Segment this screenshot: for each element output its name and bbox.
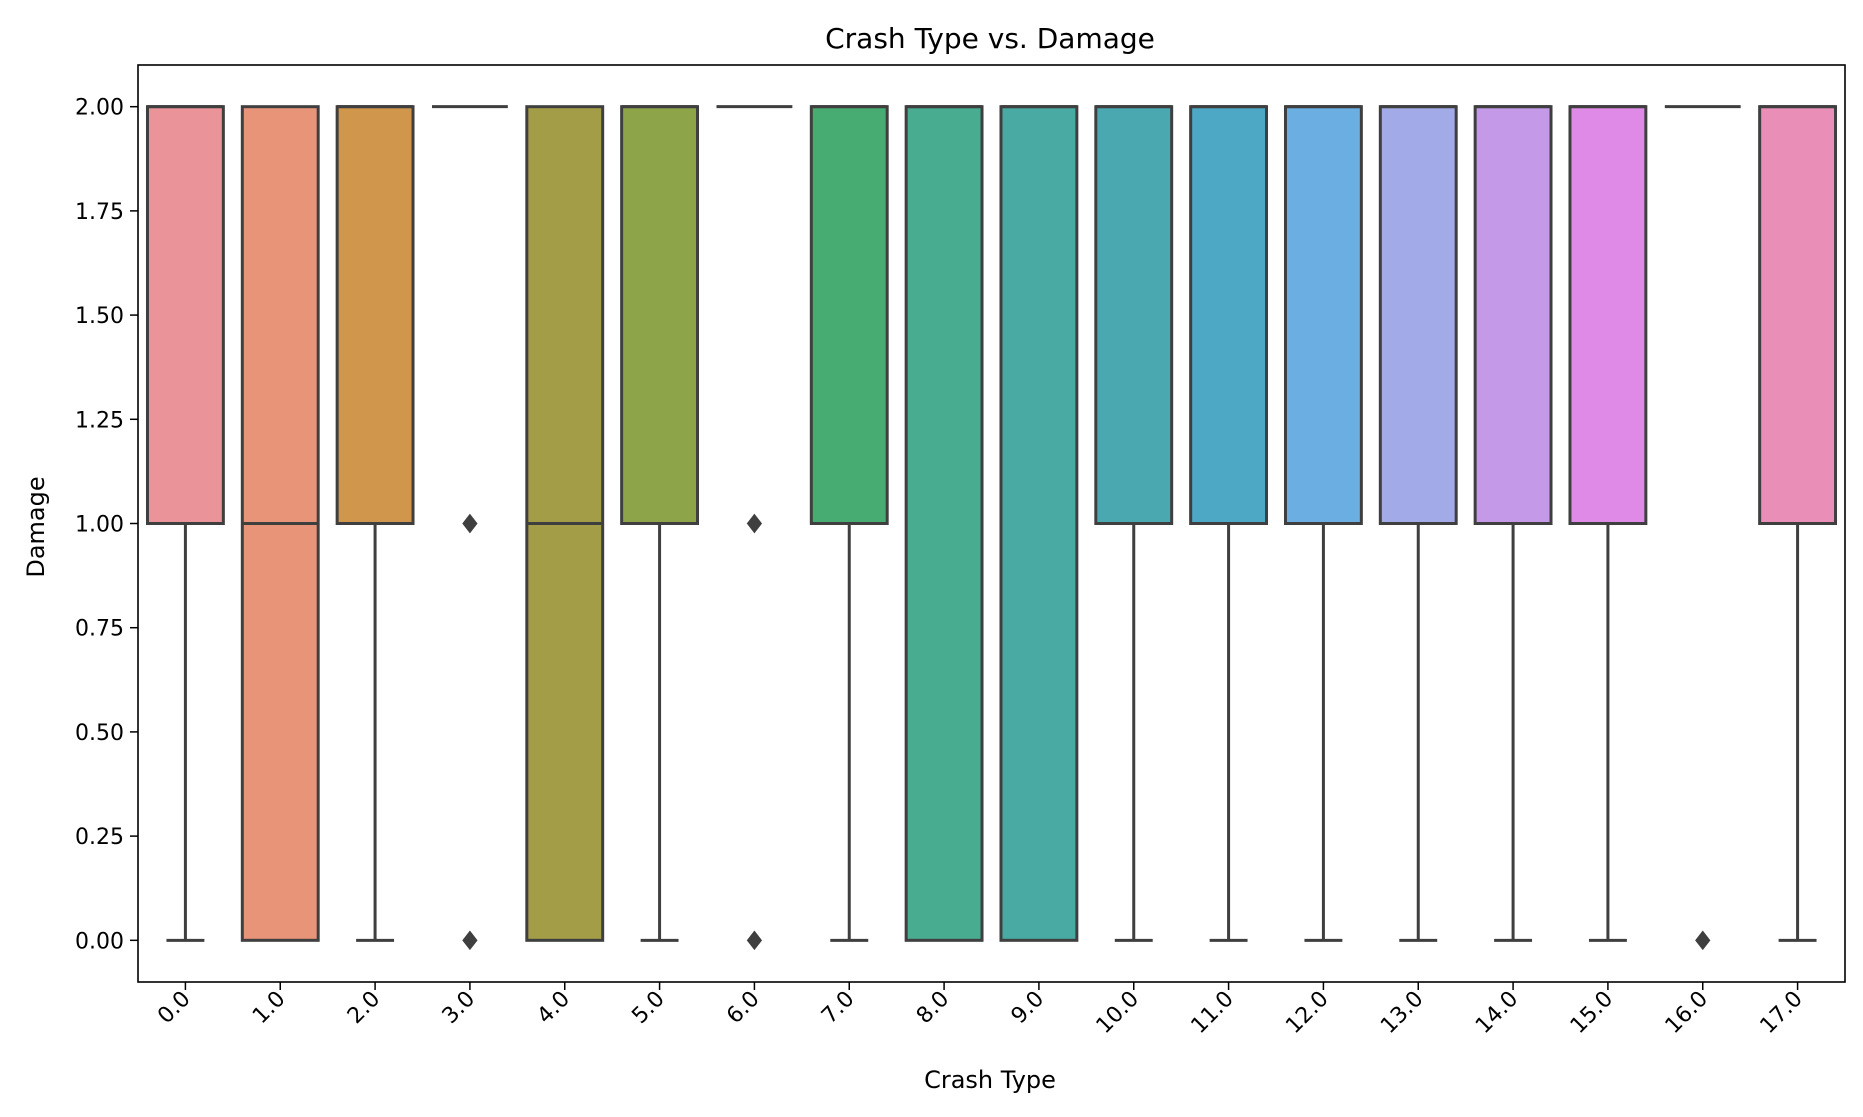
outlier-point <box>462 513 478 534</box>
box-body <box>335 105 415 525</box>
y-tick-label: 2.00 <box>75 96 124 121</box>
box-body <box>904 105 984 942</box>
x-tick-label: 2.0 <box>343 987 385 1029</box>
x-tick-label: 16.0 <box>1661 987 1713 1039</box>
outlier-point <box>746 930 763 951</box>
box-body <box>1283 105 1363 525</box>
y-tick-label: 1.25 <box>75 408 124 433</box>
chart-title: Crash Type vs. Damage <box>825 22 1155 55</box>
x-tick-label: 9.0 <box>1007 987 1049 1029</box>
x-tick-label: 11.0 <box>1187 987 1239 1039</box>
y-tick-label: 1.50 <box>75 304 124 329</box>
box-body <box>1094 105 1174 525</box>
y-tick-label: 0.25 <box>75 825 124 850</box>
y-axis-label: Damage <box>22 476 50 577</box>
box-body <box>1473 105 1553 525</box>
outlier-point <box>462 930 478 951</box>
x-tick-label: 12.0 <box>1281 987 1333 1039</box>
box-body <box>1378 105 1458 525</box>
x-tick-label: 6.0 <box>722 987 764 1029</box>
x-tick-label: 1.0 <box>248 987 290 1029</box>
x-tick-label: 0.0 <box>153 987 195 1029</box>
x-tick-label: 15.0 <box>1566 987 1618 1039</box>
outlier-point <box>1695 930 1711 951</box>
x-tick-label: 14.0 <box>1471 987 1523 1039</box>
y-tick-label: 1.75 <box>75 200 124 225</box>
box-body <box>809 105 889 525</box>
x-tick-label: 7.0 <box>817 987 859 1029</box>
x-axis-label: Crash Type <box>924 1066 1056 1094</box>
box-body <box>1189 105 1269 525</box>
x-tick-label: 17.0 <box>1756 987 1808 1039</box>
y-tick-label: 0.75 <box>75 617 124 642</box>
x-tick-label: 10.0 <box>1092 987 1144 1039</box>
box-body <box>1568 105 1648 525</box>
box-body <box>620 105 700 525</box>
plot-area: 0.00 0.25 0.50 0.75 1.00 1.25 1.50 1.75 2.00 0.0 1… <box>75 64 1846 1039</box>
x-tick-label: 3.0 <box>438 987 480 1029</box>
outlier-point <box>746 513 763 534</box>
y-tick-label: 0.50 <box>75 721 124 746</box>
box-body <box>1758 105 1838 525</box>
x-tick-label: 8.0 <box>912 987 954 1029</box>
box-body <box>145 105 225 525</box>
y-tick-label: 0.00 <box>75 929 124 954</box>
x-tick-label: 5.0 <box>627 987 669 1029</box>
x-tick-label: 13.0 <box>1376 987 1428 1039</box>
y-tick-label: 1.00 <box>75 513 124 538</box>
box-body <box>999 105 1079 942</box>
x-tick-label: 4.0 <box>533 987 575 1029</box>
